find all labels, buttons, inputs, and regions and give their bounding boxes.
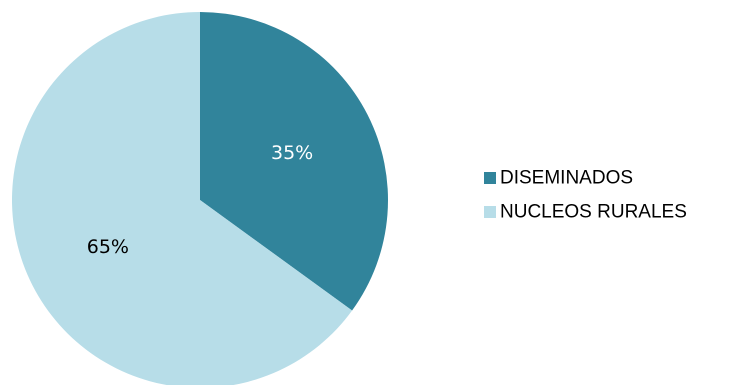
legend: DISEMINADOS NUCLEOS RURALES [484, 168, 687, 223]
legend-label: NUCLEOS RURALES [500, 202, 687, 223]
legend-swatch [484, 172, 496, 184]
legend-swatch [484, 206, 496, 218]
legend-label: DISEMINADOS [500, 168, 633, 189]
pie-data-labels: 35% 65% [87, 142, 313, 258]
pie-slice-nucleos-rurales [12, 12, 353, 385]
pie-slice-diseminados [200, 12, 388, 311]
legend-item-diseminados: DISEMINADOS [484, 168, 633, 189]
pie-slices [12, 12, 388, 385]
data-label-diseminados: 35% [271, 142, 313, 164]
legend-item-nucleos-rurales: NUCLEOS RURALES [484, 202, 687, 223]
data-label-nucleos-rurales: 65% [87, 236, 129, 258]
